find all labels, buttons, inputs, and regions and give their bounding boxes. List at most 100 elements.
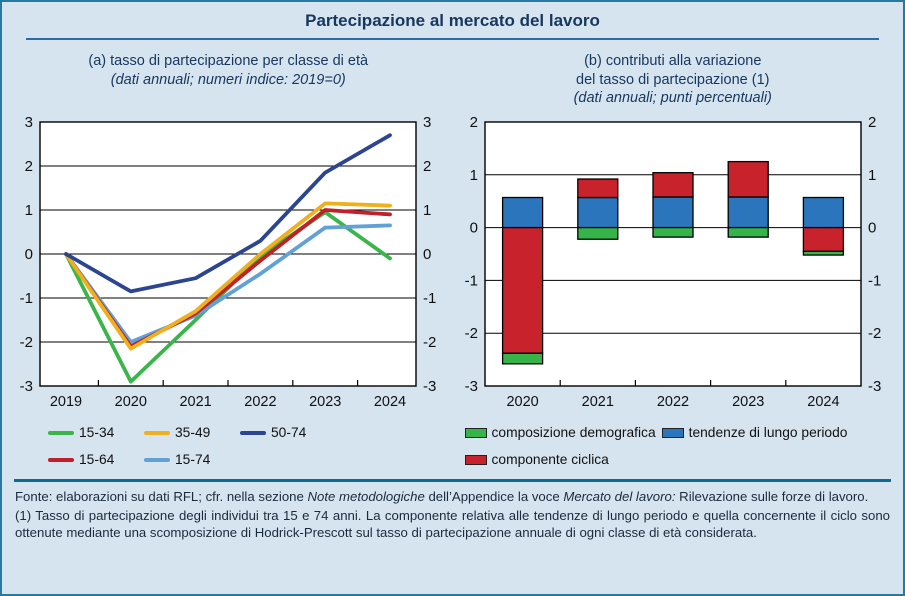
legend-label: tendenze di lungo periodo: [688, 425, 848, 440]
bar-2022-tendenze-di-lungo-periodo: [652, 196, 694, 229]
bar-2024-composizione-demografica: [802, 250, 844, 256]
source-note-italic-segment: Mercato del lavoro:: [563, 489, 676, 504]
y-label-right: -1: [423, 290, 436, 307]
y-label-right: 0: [868, 220, 876, 237]
x-label-2022: 2022: [245, 394, 277, 410]
panel-a-title-line: (a) tasso di partecipazione per classe d…: [88, 53, 369, 69]
y-label-right: -3: [423, 378, 436, 395]
series-35-49: [64, 201, 393, 351]
y-label-right: -1: [868, 272, 881, 289]
legend-swatch-icon: [48, 430, 74, 435]
legend-label: 35-49: [175, 425, 211, 440]
bar-2023-componente-ciclica: [727, 160, 769, 198]
bar-2024-tendenze-di-lungo-periodo: [802, 196, 844, 229]
y-label-left: 1: [25, 202, 33, 219]
y-label-left: 0: [25, 246, 33, 263]
y-label-left: 3: [25, 116, 33, 131]
source-note-segment: dell’Appendice la voce: [424, 489, 564, 504]
panel-a-title: (a) tasso di partecipazione per classe d…: [88, 48, 368, 116]
x-label-2024: 2024: [807, 394, 839, 410]
contribution-stacked-bar-chart: 2 2 1 1 0 0 -1 -1 -2 -2 -3 -3 2020 2021 2022 2023 2024: [451, 114, 895, 419]
legend-swatch-icon: [464, 454, 487, 465]
bar-2022-composizione-demografica: [652, 226, 694, 238]
y-label-right: 1: [868, 167, 876, 184]
series-15-74: [64, 223, 393, 344]
y-label-right: -2: [423, 334, 436, 351]
legend-item-15-34: 15-34: [48, 425, 144, 440]
figure-title: Partecipazione al mercato del lavoro: [305, 11, 600, 30]
bar-2021-composizione-demografica: [576, 226, 619, 240]
legend-item-50-74: 50-74: [240, 425, 336, 440]
y-label-left: -3: [464, 378, 477, 395]
panel-b-title: (b) contributi alla variazione del tasso…: [574, 48, 772, 116]
legend-item-tendenze-di-lungo-periodo: tendenze di lungo periodo: [661, 425, 848, 440]
legend-swatch-icon: [464, 427, 487, 438]
y-label-left: -1: [20, 290, 33, 307]
x-label-2019: 2019: [50, 394, 82, 410]
x-label-2022: 2022: [657, 394, 689, 410]
chart-panels: (a) tasso di partecipazione per classe d…: [2, 40, 903, 467]
bar-chart-svg: 2 2 1 1 0 0 -1 -1 -2 -2 -3 -3 2020 2021 2022 2023 2024: [464, 114, 881, 410]
panel-b-title-line-2: del tasso di partecipazione (1): [576, 71, 770, 88]
source-note: Fonte: elaborazioni su dati RFL; cfr. ne…: [15, 488, 890, 506]
x-label-2023: 2023: [732, 394, 764, 410]
panel-b: (b) contributi alla variazione del tasso…: [451, 48, 896, 467]
x-label-2021: 2021: [180, 394, 212, 410]
bar-2023-tendenze-di-lungo-periodo: [727, 196, 769, 229]
y-label-left: -2: [20, 334, 33, 351]
legend-swatch-icon: [661, 427, 684, 438]
figure-footer: Fonte: elaborazioni su dati RFL; cfr. ne…: [15, 488, 890, 542]
legend-item-35-49: 35-49: [144, 425, 240, 440]
x-label-2024: 2024: [374, 394, 406, 410]
y-label-right: -3: [868, 378, 881, 395]
y-label-right: 2: [423, 158, 431, 175]
y-label-left: -2: [464, 325, 477, 342]
bar-2023-composizione-demografica: [727, 226, 769, 238]
line-chart-svg: 3 3 2 2 1 1 0 0 -1 -1 -2 -2 -3 -3 2019 2020 2021 2022 2023…: [20, 114, 437, 410]
components-legend: composizione demografica tendenze di lung…: [464, 425, 903, 467]
y-label-right: -2: [868, 325, 881, 342]
legend-label: 15-34: [79, 425, 115, 440]
x-label-2020: 2020: [115, 394, 147, 410]
y-label-right: 3: [423, 116, 431, 131]
series-50-74: [64, 133, 393, 294]
x-label-2020: 2020: [506, 394, 538, 410]
legend-item-15-74: 15-74: [144, 452, 240, 467]
y-label-left: 2: [469, 116, 477, 131]
panel-b-subtitle: (dati annuali; punti percentuali): [573, 90, 772, 107]
age-classes-legend: 15-34 35-49 50-74 15-64 15-74: [48, 425, 358, 467]
legend-item-composizione-demografica: composizione demografica: [464, 425, 656, 440]
bar-2021-tendenze-di-lungo-periodo: [576, 196, 619, 229]
panel-a: (a) tasso di partecipazione per classe d…: [6, 48, 451, 467]
legend-label: componente ciclica: [491, 452, 609, 467]
source-note-segment: Fonte: elaborazioni su dati RFL; cfr. ne…: [15, 489, 308, 504]
legend-swatch-icon: [240, 430, 266, 435]
x-label-2021: 2021: [581, 394, 613, 410]
plot-frame: [484, 121, 862, 387]
panel-a-subtitle: (dati annuali; numeri indice: 2019=0): [110, 71, 346, 88]
footer-divider: [14, 479, 891, 482]
y-label-left: -3: [20, 378, 33, 395]
y-label-left: 1: [469, 167, 477, 184]
legend-label: 50-74: [271, 425, 307, 440]
y-label-right: 1: [423, 202, 431, 219]
legend-swatch-icon: [144, 457, 170, 462]
y-label-right: 0: [423, 246, 431, 263]
source-note-segment: Rilevazione sulle forze di lavoro.: [675, 489, 869, 504]
y-label-left: -1: [464, 272, 477, 289]
panel-b-title-line-1: (b) contributi alla variazione: [584, 53, 762, 69]
source-note-italic-segment: Note metodologiche: [307, 489, 425, 504]
legend-label: 15-74: [175, 452, 211, 467]
y-label-left: 0: [469, 220, 477, 237]
bar-2020-componente-ciclica: [501, 226, 543, 354]
bar-2024-componente-ciclica: [802, 226, 844, 253]
y-label-right: 2: [868, 116, 876, 131]
legend-label: composizione demografica: [491, 425, 656, 440]
bar-2021-componente-ciclica: [576, 178, 619, 199]
bar-2022-componente-ciclica: [652, 172, 694, 198]
title-divider: [26, 38, 879, 40]
legend-swatch-icon: [144, 430, 170, 435]
participation-by-age-line-chart: 3 3 2 2 1 1 0 0 -1 -1 -2 -2 -3 -3 2019 2020 2021 2022 2023…: [6, 114, 450, 419]
bar-2020-composizione-demografica: [501, 352, 543, 365]
